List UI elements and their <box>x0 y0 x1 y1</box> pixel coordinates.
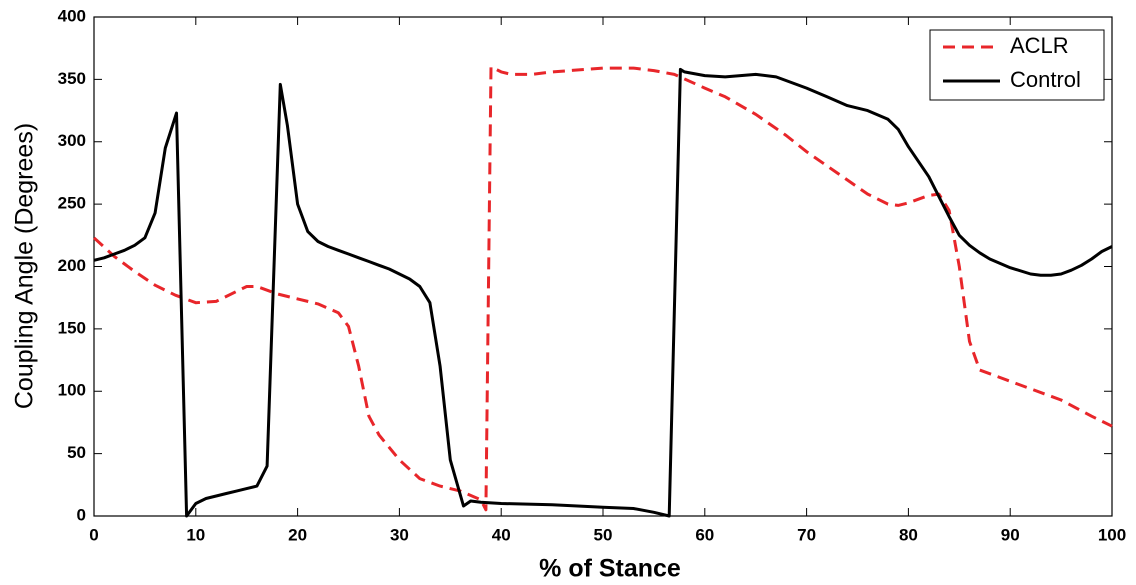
y-tick-label: 400 <box>58 6 86 25</box>
x-axis-label: % of Stance <box>539 555 681 583</box>
y-tick-label: 0 <box>77 505 86 524</box>
x-tick-label: 80 <box>899 525 918 544</box>
series-line <box>93 67 1113 518</box>
x-tick-label: 10 <box>186 525 205 544</box>
x-tick-label: 40 <box>492 525 511 544</box>
y-tick-label: 300 <box>58 131 86 150</box>
y-tick-label: 50 <box>67 443 86 462</box>
x-tick-label: 70 <box>797 525 816 544</box>
x-tick-label: 0 <box>89 525 98 544</box>
series-line <box>92 65 1113 512</box>
y-tick-label: 100 <box>58 381 86 400</box>
y-tick-label: 200 <box>58 256 86 275</box>
x-tick-label: 100 <box>1098 525 1126 544</box>
legend-label: Control <box>1010 67 1081 92</box>
x-tick-label: 60 <box>695 525 714 544</box>
x-tick-label: 30 <box>390 525 409 544</box>
y-tick-label: 150 <box>58 318 86 337</box>
legend-label: ACLR <box>1010 33 1069 58</box>
legend-box <box>929 29 1105 101</box>
x-tick-label: 90 <box>1001 525 1020 544</box>
x-tick-label: 50 <box>594 525 613 544</box>
y-axis-label: Coupling Angle (Degrees) <box>11 123 39 409</box>
x-tick-label: 20 <box>288 525 307 544</box>
y-tick-label: 350 <box>58 69 86 88</box>
y-tick-label: 250 <box>58 194 86 213</box>
